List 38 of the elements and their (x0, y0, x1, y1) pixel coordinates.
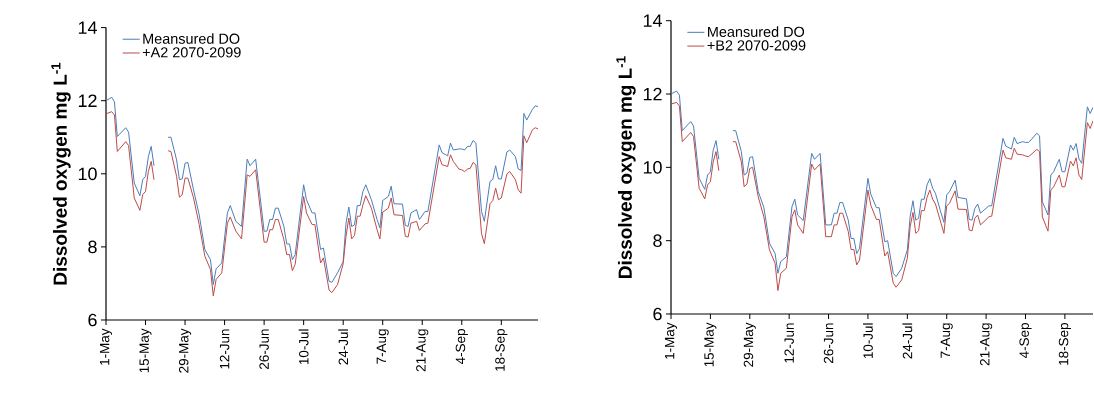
x-tick-label: 1-May (99, 328, 113, 365)
y-tick-label: 6 (88, 313, 97, 327)
legend-label: +A2 2070-2099 (142, 47, 241, 58)
x-tick-label: 18-Sep (1058, 323, 1071, 365)
y-tick-label: 14 (643, 14, 662, 27)
x-tick-label: 15-May (704, 322, 717, 367)
x-tick-label: 10-Jul (863, 323, 873, 359)
y-tick-label: 8 (88, 240, 97, 254)
y-tick-label: 10 (643, 160, 662, 174)
x-tick-label: 4-Sep (1019, 323, 1032, 359)
legend-label: +B2 2070-2099 (707, 40, 806, 51)
x-tick-label: 10-Jul (298, 329, 309, 365)
y-tick-label: 14 (78, 21, 97, 34)
legend-label: Meansured DO (143, 33, 240, 44)
y-tick-label: 12 (643, 87, 662, 101)
x-tick-label: 24-Jul (338, 329, 349, 365)
x-tick-label: 24-Jul (902, 323, 913, 359)
x-tick-label: 26-Jun (259, 329, 269, 369)
x-tick-label: 12-Jun (219, 329, 230, 369)
x-tick-label: 21-Aug (980, 323, 993, 366)
x-tick-label: 15-May (139, 328, 152, 373)
y-tick-label: 12 (78, 94, 97, 107)
y-tick-label: 8 (653, 234, 662, 248)
x-tick-label: 21-Aug (416, 329, 429, 372)
x-tick-label: 29-May (178, 328, 192, 373)
legend-label: Meansured DO (708, 26, 805, 37)
x-tick-label: 29-May (743, 322, 756, 367)
y-axis-title: Dissolved oxygen mg L$^{-1}$ (51, 62, 71, 285)
x-tick-label: 26-Jun (823, 323, 834, 363)
x-tick-label: 1-May (664, 322, 678, 359)
x-tick-label: 7-Aug (376, 329, 389, 364)
x-tick-label: 12-Jun (784, 323, 794, 363)
y-axis-title: Dissolved oxygen mg L$^{-1}$ (616, 56, 636, 278)
y-tick-label: 10 (78, 167, 97, 181)
x-tick-label: 7-Aug (940, 323, 953, 358)
y-tick-label: 6 (653, 307, 662, 321)
x-tick-label: 18-Sep (495, 329, 508, 371)
x-tick-label: 4-Sep (455, 329, 468, 365)
